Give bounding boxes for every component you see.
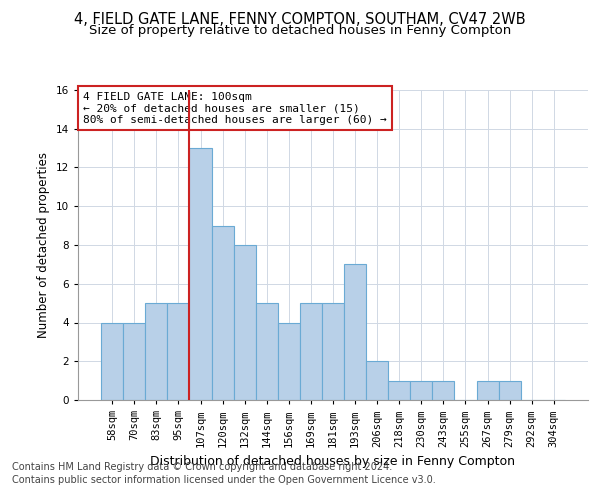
Text: 4, FIELD GATE LANE, FENNY COMPTON, SOUTHAM, CV47 2WB: 4, FIELD GATE LANE, FENNY COMPTON, SOUTH… (74, 12, 526, 28)
Bar (344, 264, 366, 400)
Bar (167, 303, 190, 400)
Bar (433, 380, 454, 400)
Bar (476, 380, 499, 400)
Bar (145, 303, 167, 400)
Bar (256, 303, 278, 400)
Bar (366, 361, 388, 400)
Bar (410, 380, 433, 400)
Bar (101, 322, 123, 400)
Bar (388, 380, 410, 400)
Text: Contains HM Land Registry data © Crown copyright and database right 2024.: Contains HM Land Registry data © Crown c… (12, 462, 392, 472)
Bar (233, 245, 256, 400)
Bar (190, 148, 212, 400)
Y-axis label: Number of detached properties: Number of detached properties (37, 152, 50, 338)
Bar (278, 322, 300, 400)
Text: Size of property relative to detached houses in Fenny Compton: Size of property relative to detached ho… (89, 24, 511, 37)
Bar (499, 380, 521, 400)
Text: 4 FIELD GATE LANE: 100sqm
← 20% of detached houses are smaller (15)
80% of semi-: 4 FIELD GATE LANE: 100sqm ← 20% of detac… (83, 92, 387, 124)
X-axis label: Distribution of detached houses by size in Fenny Compton: Distribution of detached houses by size … (151, 455, 515, 468)
Bar (322, 303, 344, 400)
Bar (123, 322, 145, 400)
Bar (300, 303, 322, 400)
Bar (212, 226, 233, 400)
Text: Contains public sector information licensed under the Open Government Licence v3: Contains public sector information licen… (12, 475, 436, 485)
